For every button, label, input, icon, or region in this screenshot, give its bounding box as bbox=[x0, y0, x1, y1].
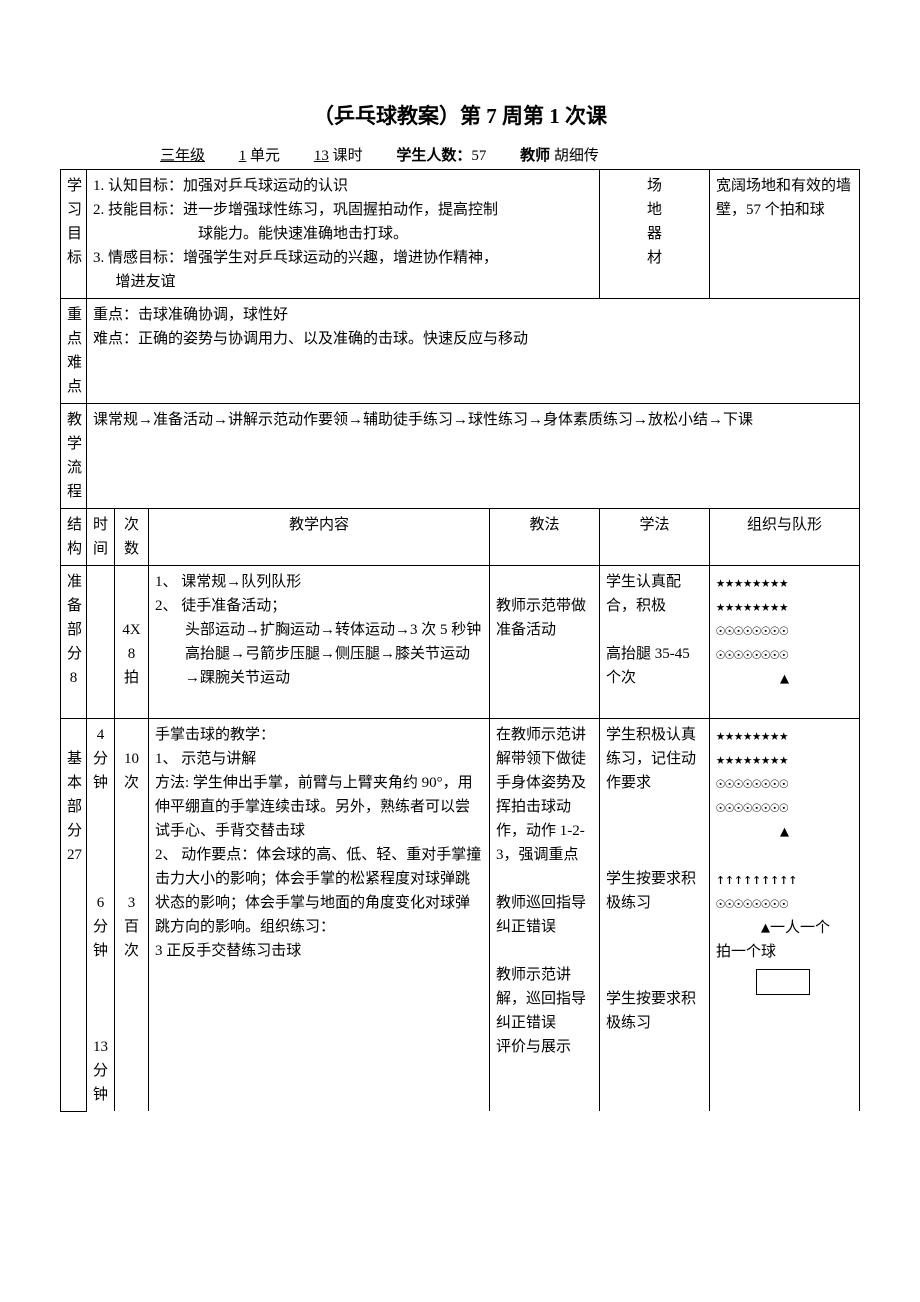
prep-time bbox=[87, 566, 115, 719]
obj-line2b: 球能力。能快速准确地击打球。 bbox=[93, 222, 593, 246]
basic-fb2: ☉☉☉☉☉☉☉☉ bbox=[716, 891, 853, 915]
hdr-count: 次数 bbox=[115, 509, 149, 566]
period-value: 13 bbox=[314, 148, 329, 164]
prep-teach-text: 教师示范带做准备活动 bbox=[496, 594, 593, 642]
prep-teach: 教师示范带做准备活动 bbox=[489, 566, 599, 719]
period-label: 课时 bbox=[333, 148, 363, 164]
basic-ct: 手掌击球的教学： bbox=[155, 723, 483, 747]
basic-fa3: ☉☉☉☉☉☉☉☉ bbox=[716, 771, 853, 795]
prep-f2: ★★★★★★★★ bbox=[716, 594, 853, 618]
basic-fa4: ☉☉☉☉☉☉☉☉ bbox=[716, 795, 853, 819]
basic-c2: 2、 动作要点：体会球的高、低、轻、重对手掌撞击力大小的影响；体会手掌的松紧程度… bbox=[155, 843, 483, 939]
unit-value: 1 bbox=[239, 148, 247, 164]
prep-f5: ▲ bbox=[716, 666, 853, 690]
basic-struct: 基本部分27 bbox=[61, 719, 87, 1112]
basic-t1: 在教师示范讲解带领下做徒手身体姿势及挥拍击球动作，动作 1-2-3，强调重点 bbox=[496, 723, 593, 867]
hdr-formation: 组织与队形 bbox=[710, 509, 860, 566]
basic-learn: 学生积极认真练习，记住动作要求 学生按要求积极练习 学生按要求积极练习 bbox=[600, 719, 710, 1112]
basic-l3: 学生按要求积极练习 bbox=[606, 987, 703, 1035]
hdr-time: 时间 bbox=[87, 509, 115, 566]
basic-t3: 教师示范讲解，巡回指导纠正错误 bbox=[496, 963, 593, 1035]
table-header-row: 结构 时间 次数 教学内容 教法 学法 组织与队形 bbox=[61, 509, 860, 566]
basic-fa2: ★★★★★★★★ bbox=[716, 747, 853, 771]
basic-fb1: ↑↑↑↑↑↑↑↑↑ bbox=[716, 867, 853, 891]
basic-time: 4分钟6分钟13分钟 bbox=[87, 719, 115, 1112]
prep-f3: ☉☉☉☉☉☉☉☉ bbox=[716, 618, 853, 642]
prep-count: 4X8拍 bbox=[115, 566, 149, 719]
keypoints-l1: 重点：击球准确协调，球性好 bbox=[93, 303, 853, 327]
table-row: 教学流程 课常规→准备活动→讲解示范动作要领→辅助徒手练习→球性练习→身体素质练… bbox=[61, 404, 860, 509]
table-row: 准备部分8 4X8拍 1、 课常规→队列队形 2、 徒手准备活动； 头部运动→扩… bbox=[61, 566, 860, 719]
prep-learn: 学生认真配合，积极 高抬腿 35-45 个次 bbox=[600, 566, 710, 719]
basic-fb3: ▲一人一个 bbox=[716, 915, 853, 939]
equipment-cell: 宽阔场地和有效的墙壁，57 个拍和球 bbox=[710, 170, 860, 299]
basic-c1a: 1、 示范与讲解 bbox=[155, 747, 483, 771]
lesson-plan-table: 学习目标 1. 认知目标：加强对乒乓球运动的认识 2. 技能目标：进一步增强球性… bbox=[60, 169, 860, 1112]
basic-count: 10次3百次 bbox=[115, 719, 149, 1112]
prep-content: 1、 课常规→队列队形 2、 徒手准备活动； 头部运动→扩胸运动→转体运动→3 … bbox=[149, 566, 490, 719]
students-value: 57 bbox=[471, 148, 486, 164]
prep-learn1: 学生认真配合，积极 bbox=[606, 570, 703, 618]
prep-f1: ★★★★★★★★ bbox=[716, 570, 853, 594]
obj-line3b: 增进友谊 bbox=[93, 270, 593, 294]
basic-fb4: 拍一个球 bbox=[716, 939, 853, 963]
teacher-label: 教师 bbox=[520, 148, 550, 164]
hdr-learn: 学法 bbox=[600, 509, 710, 566]
prep-c2: 2、 徒手准备活动； bbox=[155, 594, 483, 618]
basic-c3: 3 正反手交替练习击球 bbox=[155, 939, 483, 963]
prep-learn2: 高抬腿 35-45 个次 bbox=[606, 642, 703, 690]
basic-t2: 教师巡回指导纠正错误 bbox=[496, 891, 593, 939]
students-label: 学生人数： bbox=[396, 148, 471, 164]
obj-line1: 1. 认知目标：加强对乒乓球运动的认识 bbox=[93, 174, 593, 198]
table-row: 基本部分27 4分钟6分钟13分钟 10次3百次 手掌击球的教学： 1、 示范与… bbox=[61, 719, 860, 1112]
grade-label: 三年级 bbox=[160, 148, 205, 164]
formation-box-icon bbox=[756, 969, 810, 995]
prep-formation: ★★★★★★★★ ★★★★★★★★ ☉☉☉☉☉☉☉☉ ☉☉☉☉☉☉☉☉ ▲ bbox=[710, 566, 860, 719]
prep-c3: 头部运动→扩胸运动→转体运动→3 次 5 秒钟高抬腿→弓箭步压腿→侧压腿→膝关节… bbox=[155, 618, 483, 690]
page-title: （乒乓球教案）第 7 周第 1 次课 bbox=[60, 100, 860, 130]
basic-formation: ★★★★★★★★ ★★★★★★★★ ☉☉☉☉☉☉☉☉ ☉☉☉☉☉☉☉☉ ▲ ↑↑… bbox=[710, 719, 860, 1112]
label-flow: 教学流程 bbox=[61, 404, 87, 509]
unit-label: 单元 bbox=[250, 148, 280, 164]
hdr-structure: 结构 bbox=[61, 509, 87, 566]
basic-teach: 在教师示范讲解带领下做徒手身体姿势及挥拍击球动作，动作 1-2-3，强调重点 教… bbox=[489, 719, 599, 1112]
label-objectives: 学习目标 bbox=[61, 170, 87, 299]
basic-fa5: ▲ bbox=[716, 819, 853, 843]
prep-c1: 1、 课常规→队列队形 bbox=[155, 570, 483, 594]
flow-cell: 课常规→准备活动→讲解示范动作要领→辅助徒手练习→球性练习→身体素质练习→放松小… bbox=[87, 404, 860, 509]
obj-line3: 3. 情感目标：增强学生对乒乓球运动的兴趣，增进协作精神， bbox=[93, 246, 593, 270]
basic-content: 手掌击球的教学： 1、 示范与讲解 方法: 学生伸出手掌，前臂与上臂夹角约 90… bbox=[149, 719, 490, 1112]
teacher-value: 胡细传 bbox=[554, 148, 599, 164]
table-row: 重点难点 重点：击球准确协调，球性好 难点：正确的姿势与协调用力、以及准确的击球… bbox=[61, 299, 860, 404]
hdr-content: 教学内容 bbox=[149, 509, 490, 566]
basic-fa1: ★★★★★★★★ bbox=[716, 723, 853, 747]
obj-line2: 2. 技能目标：进一步增强球性练习，巩固握拍动作，提高控制 bbox=[93, 198, 593, 222]
objectives-cell: 1. 认知目标：加强对乒乓球运动的认识 2. 技能目标：进一步增强球性练习，巩固… bbox=[87, 170, 600, 299]
keypoints-cell: 重点：击球准确协调，球性好 难点：正确的姿势与协调用力、以及准确的击球。快速反应… bbox=[87, 299, 860, 404]
meta-line: 三年级 1 单元 13 课时 学生人数：57 教师 胡细传 bbox=[160, 144, 860, 165]
basic-l2: 学生按要求积极练习 bbox=[606, 867, 703, 915]
label-keypoints: 重点难点 bbox=[61, 299, 87, 404]
basic-l1: 学生积极认真练习，记住动作要求 bbox=[606, 723, 703, 795]
keypoints-l2: 难点：正确的姿势与协调用力、以及准确的击球。快速反应与移动 bbox=[93, 327, 853, 351]
prep-struct: 准备部分8 bbox=[61, 566, 87, 719]
basic-c1b: 方法: 学生伸出手掌，前臂与上臂夹角约 90°，用伸平绷直的手掌连续击球。另外，… bbox=[155, 771, 483, 843]
basic-t4: 评价与展示 bbox=[496, 1035, 593, 1059]
prep-f4: ☉☉☉☉☉☉☉☉ bbox=[716, 642, 853, 666]
label-equipment: 场地器材 bbox=[600, 170, 710, 299]
table-row: 学习目标 1. 认知目标：加强对乒乓球运动的认识 2. 技能目标：进一步增强球性… bbox=[61, 170, 860, 299]
hdr-teach: 教法 bbox=[489, 509, 599, 566]
